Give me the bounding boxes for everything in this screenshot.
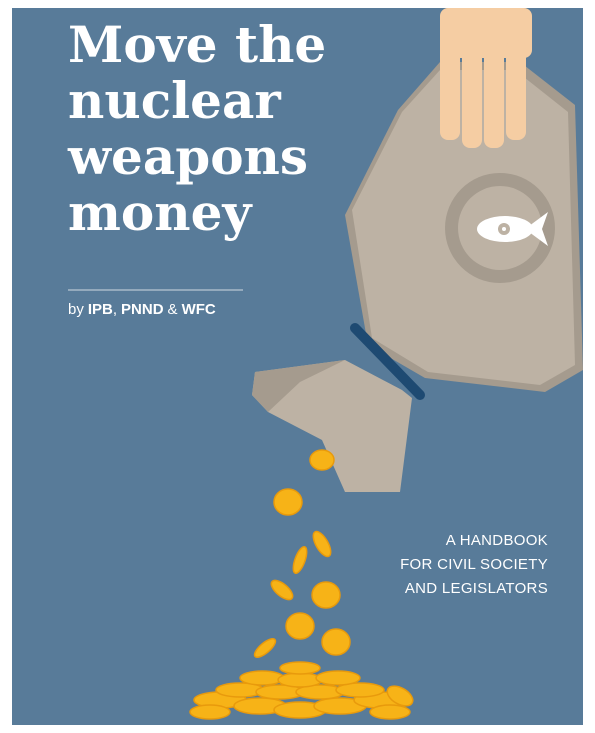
title-line: weapons bbox=[67, 127, 308, 186]
subtitle-line: AND LEGISLATORS bbox=[405, 580, 548, 597]
title-line: nuclear bbox=[68, 71, 281, 130]
subtitle-line: FOR CIVIL SOCIETY bbox=[400, 556, 548, 573]
byline-part: by bbox=[68, 301, 84, 318]
byline-part: WFC bbox=[182, 301, 216, 318]
byline-part: & bbox=[168, 301, 178, 318]
book-cover: Move thenuclearweaponsmoney byIPB,PNND&W… bbox=[0, 0, 595, 733]
subtitle-line: A HANDBOOK bbox=[446, 532, 548, 549]
title-line: money bbox=[68, 183, 253, 242]
byline-part: , bbox=[113, 301, 117, 318]
byline-part: IPB bbox=[88, 301, 113, 318]
title-line: Move the bbox=[68, 15, 326, 74]
byline-part: PNND bbox=[121, 301, 164, 318]
hand bbox=[440, 8, 532, 148]
